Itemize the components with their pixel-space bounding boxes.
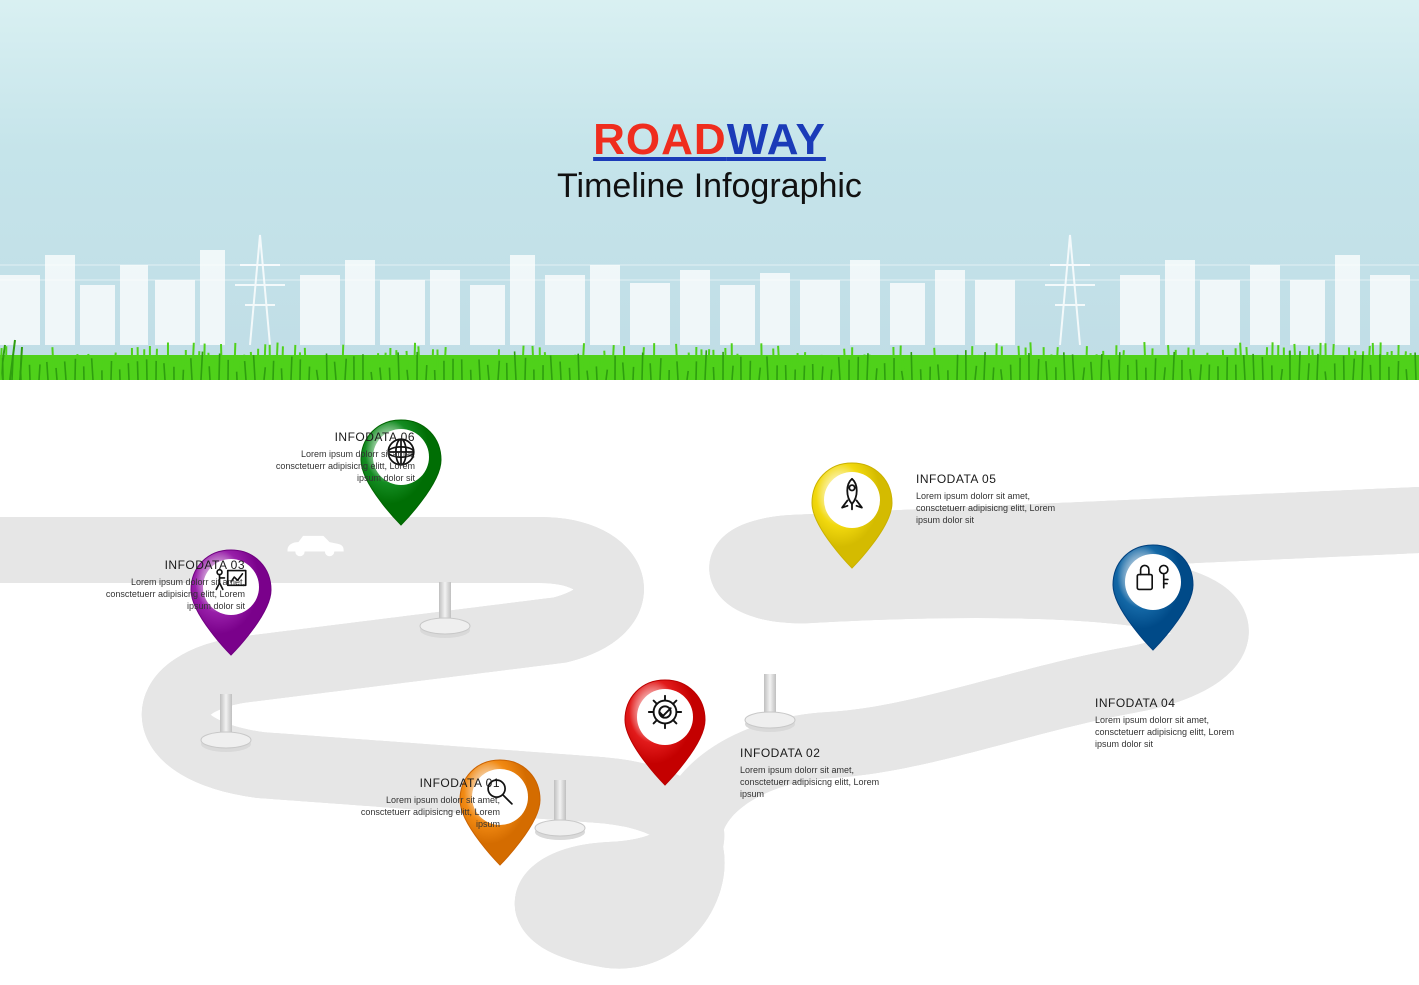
callout-title: INFODATA 04 <box>1095 696 1250 710</box>
callout-3: INFODATA 03 Lorem ipsum dolorr sit amet,… <box>90 558 245 612</box>
road-support-pillar <box>743 674 797 739</box>
car-icon <box>283 531 345 563</box>
callout-body: Lorem ipsum dolorr sit amet, consctetuer… <box>916 490 1071 526</box>
callout-body: Lorem ipsum dolorr sit amet, consctetuer… <box>260 448 415 484</box>
lock-icon <box>1129 553 1177 601</box>
callout-title: INFODATA 05 <box>916 472 1071 486</box>
callout-title: INFODATA 06 <box>260 430 415 444</box>
map-pin-4 <box>1107 540 1199 655</box>
page-title: ROADWAY <box>0 115 1419 165</box>
callout-5: INFODATA 05 Lorem ipsum dolorr sit amet,… <box>916 472 1071 526</box>
title-road: ROAD <box>593 115 727 164</box>
callout-body: Lorem ipsum dolorr sit amet, consctetuer… <box>345 794 500 830</box>
callout-title: INFODATA 03 <box>90 558 245 572</box>
road-support-pillar <box>199 694 253 759</box>
road-support-pillar <box>418 582 472 645</box>
callout-title: INFODATA 01 <box>345 776 500 790</box>
callout-4: INFODATA 04 Lorem ipsum dolorr sit amet,… <box>1095 696 1250 750</box>
title-way: WAY <box>727 115 826 164</box>
city-skyline <box>0 225 1419 345</box>
callout-body: Lorem ipsum dolorr sit amet, consctetuer… <box>1095 714 1250 750</box>
grass-strip <box>0 335 1419 380</box>
gear-icon <box>641 688 689 736</box>
title-block: ROADWAY Timeline Infographic <box>0 115 1419 206</box>
callout-6: INFODATA 06 Lorem ipsum dolorr sit amet,… <box>260 430 415 484</box>
page-subtitle: Timeline Infographic <box>0 167 1419 206</box>
callout-2: INFODATA 02 Lorem ipsum dolorr sit amet,… <box>740 746 895 800</box>
map-pin-5 <box>806 458 898 573</box>
callout-body: Lorem ipsum dolorr sit amet, consctetuer… <box>740 764 895 800</box>
callout-1: INFODATA 01 Lorem ipsum dolorr sit amet,… <box>345 776 500 830</box>
car-icon <box>426 673 506 712</box>
callout-title: INFODATA 02 <box>740 746 895 760</box>
map-pin-2 <box>619 675 711 790</box>
rocket-icon <box>828 471 876 519</box>
callout-body: Lorem ipsum dolorr sit amet, consctetuer… <box>90 576 245 612</box>
